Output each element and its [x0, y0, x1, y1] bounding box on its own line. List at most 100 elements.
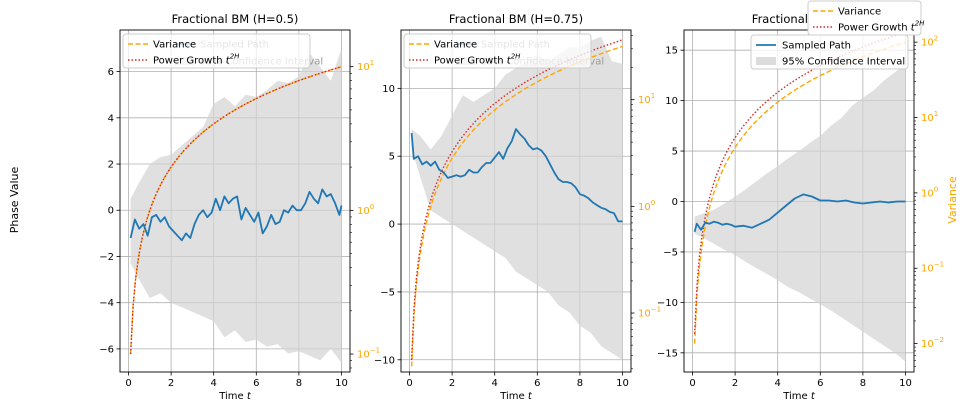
y-tick-label: −10	[657, 298, 678, 309]
x-axis-label-var: t	[528, 391, 533, 402]
plot-area	[410, 36, 623, 367]
y-tick-label: −2	[99, 252, 114, 263]
right-tick-exponent: 0	[370, 203, 374, 211]
right-tick-label: 101	[357, 59, 374, 73]
legend-label-power-growth-t-2h: Power Growth t2H	[153, 53, 240, 67]
y-tick-label: 0	[672, 197, 678, 208]
legend: Sampled Path 95% Confidence Interval	[750, 34, 909, 70]
x-tick-label: 8	[296, 378, 302, 389]
sampled-path-line	[129, 188, 343, 242]
right-tick-exponent: 0	[934, 185, 938, 193]
y-tick-label: −15	[657, 348, 678, 359]
x-tick-label: 4	[211, 378, 217, 389]
y-tick-label: −4	[99, 298, 114, 309]
x-tick-label: 2	[732, 378, 738, 389]
right-tick-label: 102	[921, 35, 938, 49]
y-tick-label: −6	[99, 344, 114, 355]
floating-legend-label-power-growth-t-2h-sup: 2H	[915, 20, 925, 28]
right-tick-label: 10−1	[921, 261, 944, 275]
right-tick-exponent: 2	[934, 35, 938, 43]
x-axis-label-var: t	[811, 391, 816, 402]
x-tick-label: 6	[817, 378, 823, 389]
y-tick-label: 4	[108, 113, 114, 124]
x-tick-label: 8	[577, 378, 583, 389]
x-axis-label-var: t	[247, 391, 252, 402]
legend-label-variance: Variance	[434, 40, 477, 51]
floating-legend-label-power-growth-t-2h-t: t	[911, 23, 916, 34]
y-tick-label: 5	[672, 147, 678, 158]
legend-label-variance: Variance	[153, 40, 196, 51]
x-tick-label: 8	[860, 378, 866, 389]
legend-label-power-growth-t-2h-sup: 2H	[230, 53, 240, 61]
sampled-path-line	[410, 128, 623, 223]
x-axis-label: Time t	[218, 391, 252, 402]
ci-band	[694, 64, 906, 362]
y-tick-label: 6	[108, 67, 114, 78]
legend-label-sampled-path: Sampled Path	[782, 41, 851, 52]
x-tick-label: 10	[616, 378, 629, 389]
axes-frame	[119, 29, 351, 373]
right-tick-exponent: −2	[934, 336, 944, 344]
axes-frame	[683, 29, 915, 373]
legend-label-power-growth-t-2h-sup: 2H	[511, 53, 521, 61]
axes-frame	[400, 29, 632, 373]
legend: Variance Power Growth t2H	[122, 33, 311, 69]
plot-area	[129, 48, 343, 363]
floating-legend-label-variance: Variance	[838, 7, 881, 18]
x-tick-label: 10	[335, 378, 348, 389]
plot-area	[693, 31, 906, 362]
right-tick-label: 100	[921, 185, 938, 199]
chart-title: Fractional BM (H=0.75)	[449, 12, 583, 26]
y-tick-label: −10	[374, 355, 395, 366]
chart-panel-3: 0 2 4 6 8 10−15−10−505101510−210−1100101102Fr…	[657, 12, 944, 402]
ci-band	[411, 36, 623, 360]
floating-legend-box	[807, 0, 922, 36]
x-tick-label: 0	[406, 378, 412, 389]
y-tick-label: 10	[382, 84, 395, 95]
x-tick-label: 0	[125, 378, 131, 389]
right-tick-label: 101	[921, 110, 938, 124]
right-tick-label: 100	[638, 199, 655, 213]
right-tick-exponent: −1	[651, 306, 661, 314]
x-tick-label: 6	[534, 378, 540, 389]
x-axis-label: Time t	[782, 391, 816, 402]
right-tick-exponent: 1	[370, 59, 374, 67]
legend-box	[403, 33, 592, 69]
right-tick-exponent: 0	[651, 199, 655, 207]
y-tick-label: −5	[663, 247, 678, 258]
chart-title: Fractional BM (H=0.5)	[172, 12, 299, 26]
sampled-path-line	[693, 193, 906, 233]
right-tick-label: 10−2	[921, 336, 944, 350]
x-tick-label: 4	[492, 378, 498, 389]
x-tick-label: 4	[775, 378, 781, 389]
x-tick-label: 2	[168, 378, 174, 389]
legend-label-power-growth-t-2h-t: t	[226, 56, 231, 67]
y-tick-label: 0	[108, 206, 114, 217]
y-tick-label: 2	[108, 160, 114, 171]
y-tick-label: −5	[380, 287, 395, 298]
legend-swatch-ci	[756, 57, 776, 65]
power-line	[129, 66, 342, 355]
right-tick-label: 101	[638, 92, 655, 106]
right-tick-exponent: −1	[370, 347, 380, 355]
y-tick-label: 15	[665, 46, 678, 57]
right-tick-exponent: −1	[934, 261, 944, 269]
right-tick-label: 100	[357, 203, 374, 217]
legend: Variance Power Growth t2H	[403, 33, 592, 69]
x-tick-label: 10	[899, 378, 912, 389]
legend-label-power-growth-t-2h-t: t	[507, 56, 512, 67]
right-tick-exponent: 1	[934, 110, 938, 118]
floating-legend-label-power-growth-t-2h: Power Growth t2H	[838, 20, 925, 34]
figure-left-ylabel: Phase Value	[8, 167, 21, 234]
legend-label-95-confidence-interval: 95% Confidence Interval	[782, 57, 905, 68]
y-tick-label: 10	[665, 96, 678, 107]
y-tick-label: 0	[389, 220, 395, 231]
y-tick-label: 5	[389, 152, 395, 163]
legend-box	[122, 33, 311, 69]
floating-legend: Variance Power Growth t2H	[807, 0, 925, 36]
right-tick-exponent: 1	[651, 92, 655, 100]
